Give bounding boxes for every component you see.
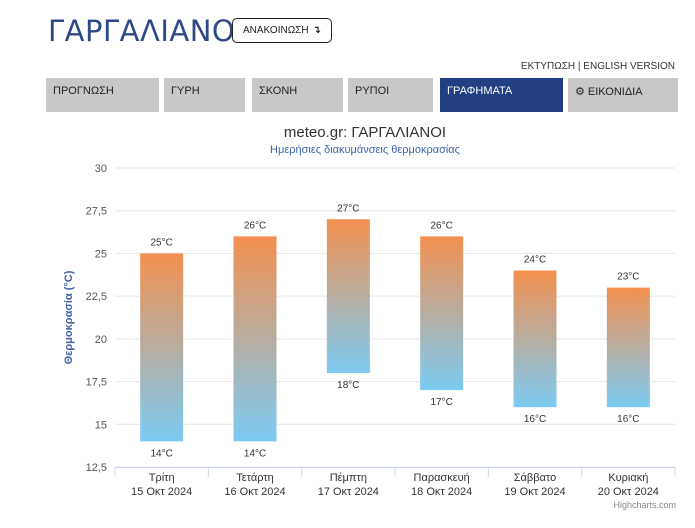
x-day-label: Τρίτη — [149, 472, 175, 484]
x-day-label: Σάββατο — [514, 472, 556, 484]
y-tick-label: 25 — [95, 248, 107, 260]
min-temp-label: 14°C — [150, 448, 172, 459]
english-version-link[interactable]: ENGLISH VERSION — [583, 61, 675, 72]
y-tick-label: 30 — [95, 163, 107, 175]
x-day-label: Πέμπτη — [330, 472, 367, 484]
arrow-down-icon: ↴ — [312, 25, 321, 36]
tab-icons[interactable]: ⚙ ΕΙΚΟΝΙΔΙΑ — [568, 78, 678, 112]
min-temp-label: 16°C — [617, 414, 639, 425]
min-temp-label: 17°C — [430, 397, 452, 408]
x-date-label: 17 Οκτ 2024 — [318, 486, 379, 498]
max-temp-label: 24°C — [524, 255, 546, 266]
max-temp-label: 26°C — [244, 220, 266, 231]
print-link[interactable]: ΕΚΤΥΠΩΣΗ — [520, 61, 576, 72]
y-tick-label: 20 — [95, 334, 107, 346]
chart-title: meteo.gr: ΓΑΡΓΑΛΙΑΝΟΙ — [284, 124, 446, 141]
min-temp-label: 18°C — [337, 380, 359, 391]
min-temp-label: 14°C — [244, 448, 266, 459]
y-tick-label: 12,5 — [86, 462, 107, 474]
page-title: ΓΑΡΓΑΛΙΑΝΟΙ — [48, 14, 245, 48]
announce-label: ΑΝΑΚΟΙΝΩΣΗ — [243, 25, 309, 36]
tab-forecast[interactable]: ΠΡΟΓΝΩΣΗ — [46, 78, 159, 112]
x-day-label: Παρασκευή — [414, 472, 470, 484]
chart-subtitle: Ημερήσιες διακυμάνσεις θερμοκρασίας — [270, 144, 460, 156]
x-day-label: Κυριακή — [608, 472, 648, 484]
y-tick-label: 22,5 — [86, 291, 107, 303]
temperature-bar — [606, 287, 650, 408]
x-day-label: Τετάρτη — [236, 472, 274, 484]
x-date-label: 18 Οκτ 2024 — [411, 486, 472, 498]
temperature-bar — [513, 270, 557, 408]
y-tick-label: 27,5 — [86, 206, 107, 218]
tab-label: ΕΙΚΟΝΙΔΙΑ — [587, 86, 643, 98]
tab-label: ΠΡΟΓΝΩΣΗ — [53, 85, 114, 97]
max-temp-label: 26°C — [430, 220, 452, 231]
temperature-bar — [233, 236, 277, 442]
max-temp-label: 23°C — [617, 272, 639, 283]
top-links: ΕΚΤΥΠΩΣΗ | ENGLISH VERSION — [521, 61, 675, 72]
temperature-bar — [140, 253, 184, 442]
tab-dust[interactable]: ΣΚΟΝΗ — [252, 78, 343, 112]
tab-label: ΣΚΟΝΗ — [259, 85, 298, 97]
x-date-label: 20 Οκτ 2024 — [598, 486, 659, 498]
max-temp-label: 27°C — [337, 203, 359, 214]
x-date-label: 19 Οκτ 2024 — [504, 486, 565, 498]
x-date-label: 16 Οκτ 2024 — [224, 486, 285, 498]
tab-pollutants[interactable]: ΡΥΠΟΙ — [348, 78, 433, 112]
y-axis-title: Θερμοκρασία (°C) — [63, 270, 75, 364]
tab-label: ΓΡΑΦΗΜΑΤΑ — [447, 85, 513, 97]
gear-icon: ⚙ — [575, 86, 585, 98]
y-tick-label: 15 — [95, 419, 107, 431]
tab-bar: ΠΡΟΓΝΩΣΗ ΓΥΡΗ ΣΚΟΝΗ ΡΥΠΟΙ ΓΡΑΦΗΜΑΤΑ ⚙ ΕΙΚ… — [46, 78, 678, 112]
max-temp-label: 25°C — [150, 237, 172, 248]
temperature-bar — [326, 219, 370, 374]
highcharts-credits-link[interactable]: Highcharts.com — [613, 500, 676, 510]
temperature-bar — [420, 236, 464, 391]
tab-pollen[interactable]: ΓΥΡΗ — [164, 78, 245, 112]
temperature-chart: meteo.gr: ΓΑΡΓΑΛΙΑΝΟΙ Ημερήσιες διακυμάνσ… — [63, 124, 676, 498]
min-temp-label: 16°C — [524, 414, 546, 425]
announce-button[interactable]: ΑΝΑΚΟΙΝΩΣΗ ↴ — [232, 18, 332, 43]
tab-charts[interactable]: ΓΡΑΦΗΜΑΤΑ — [440, 78, 563, 112]
tab-label: ΓΥΡΗ — [171, 85, 200, 97]
x-date-label: 15 Οκτ 2024 — [131, 486, 192, 498]
link-separator: | — [575, 61, 584, 72]
tab-label: ΡΥΠΟΙ — [355, 85, 390, 97]
y-tick-label: 17,5 — [86, 377, 107, 389]
